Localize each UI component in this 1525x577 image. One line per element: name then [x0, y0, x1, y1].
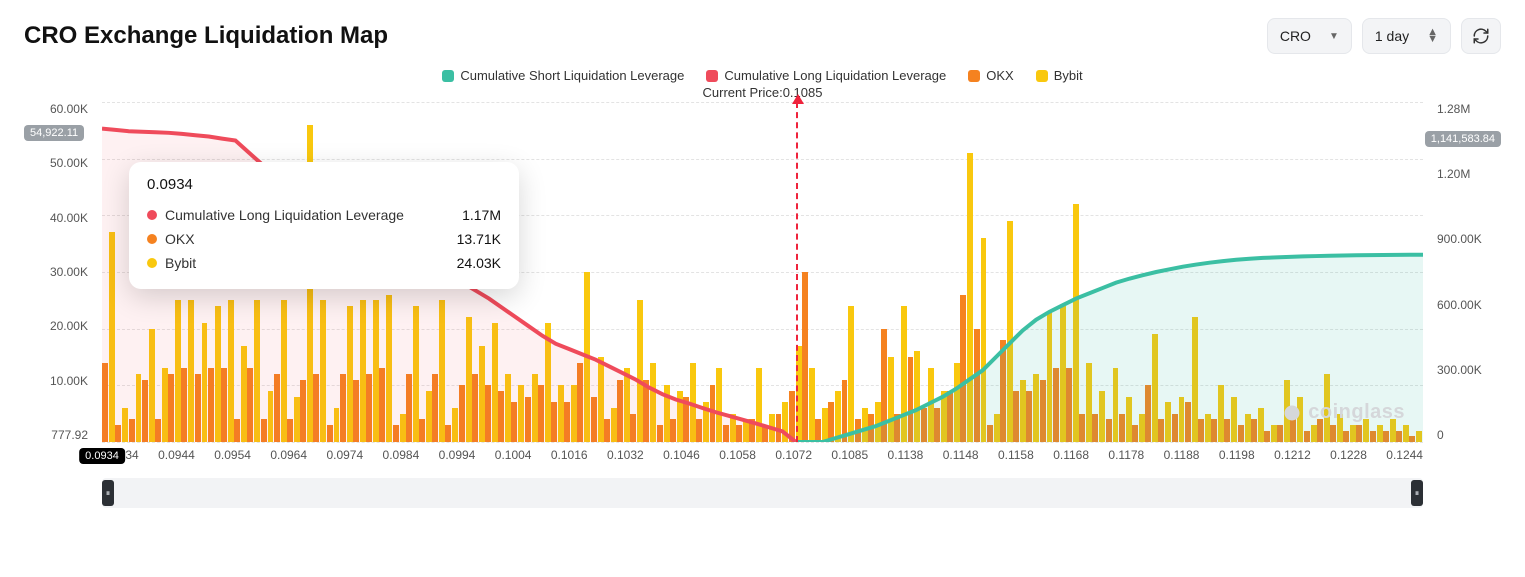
x-tick: 0.0944: [158, 448, 195, 462]
current-price-label: Current Price:0.1085: [0, 85, 1525, 102]
asset-select[interactable]: CRO ▼: [1267, 18, 1352, 54]
x-tick: 0.1032: [607, 448, 644, 462]
x-tick: 0.1168: [1053, 448, 1089, 462]
tooltip-row: OKX13.71K: [147, 227, 501, 251]
tooltip-series-name: Cumulative Long Liquidation Leverage: [165, 207, 462, 223]
scrubber-handle-left[interactable]: [102, 480, 114, 506]
tooltip-dot: [147, 234, 157, 244]
y-right-tick: 0: [1429, 428, 1444, 442]
y-left-tick: 60.00K: [50, 102, 96, 116]
page-title: CRO Exchange Liquidation Map: [24, 22, 1257, 50]
tooltip-series-value: 1.17M: [462, 207, 501, 223]
y-right-tick: 900.00K: [1429, 232, 1482, 246]
tooltip-dot: [147, 258, 157, 268]
tooltip-row: Bybit24.03K: [147, 251, 501, 275]
x-axis: 0.0934 0.0944 0.0954 0.0964 0.0974 0.0984 0.09…: [24, 448, 1501, 462]
watermark-icon: [1282, 403, 1302, 423]
x-tick: 0.1188: [1164, 448, 1200, 462]
refresh-button[interactable]: [1461, 18, 1501, 54]
tooltip-series-name: OKX: [165, 231, 457, 247]
y-right-tick: 1.20M: [1429, 167, 1470, 181]
legend-item[interactable]: OKX: [968, 68, 1013, 83]
x-tick: 0.1138: [888, 448, 924, 462]
current-price-line: [796, 102, 798, 442]
x-tick: 0.1228: [1330, 448, 1367, 462]
tooltip: 0.0934 Cumulative Long Liquidation Lever…: [129, 162, 519, 289]
legend-label: Cumulative Short Liquidation Leverage: [460, 68, 684, 83]
refresh-icon: [1472, 27, 1490, 45]
legend-swatch: [442, 70, 454, 82]
chart-area[interactable]: 60.00K 50.00K 40.00K 30.00K 20.00K 10.00K 777.…: [24, 102, 1501, 442]
x-tick: 0.0954: [214, 448, 251, 462]
legend-label: Bybit: [1054, 68, 1083, 83]
y-left-tick: 50.00K: [50, 156, 96, 170]
range-scrubber[interactable]: [102, 478, 1423, 508]
legend-item[interactable]: Bybit: [1036, 68, 1083, 83]
y-left-tick: 777.92: [51, 428, 96, 442]
y-right-tick: 600.00K: [1429, 298, 1482, 312]
scrubber-handle-right[interactable]: [1411, 480, 1423, 506]
chevron-down-icon: ▼: [1329, 31, 1339, 42]
tooltip-title: 0.0934: [147, 176, 501, 193]
x-tick: 0.1058: [719, 448, 756, 462]
legend-label: Cumulative Long Liquidation Leverage: [724, 68, 946, 83]
y-axis-right: 1.28M 1.20M 900.00K 600.00K 300.00K 0: [1429, 102, 1501, 442]
x-tick: 0.1244: [1386, 448, 1423, 462]
tooltip-series-value: 24.03K: [457, 255, 501, 271]
legend-label: OKX: [986, 68, 1013, 83]
x-tick: 0.1212: [1274, 448, 1311, 462]
arrow-up-icon: [792, 94, 804, 104]
y-right-tick: 300.00K: [1429, 363, 1482, 377]
x-tick: 0.0984: [383, 448, 420, 462]
legend-item[interactable]: Cumulative Short Liquidation Leverage: [442, 68, 684, 83]
x-tick: 0.1016: [551, 448, 588, 462]
tooltip-dot: [147, 210, 157, 220]
x-tick: 0.0974: [326, 448, 363, 462]
x-tick: 0.0964: [270, 448, 307, 462]
y-right-tick: 1.28M: [1429, 102, 1470, 116]
x-tick: 0.1085: [831, 448, 868, 462]
legend: Cumulative Short Liquidation Leverage Cum…: [0, 62, 1525, 85]
x-tick: 0.1178: [1108, 448, 1144, 462]
range-select-label: 1 day: [1375, 28, 1409, 44]
tooltip-series-name: Bybit: [165, 255, 457, 271]
y-left-tick: 20.00K: [50, 319, 96, 333]
x-tick: 0.0994: [439, 448, 476, 462]
y-left-tick: 40.00K: [50, 211, 96, 225]
x-tick: 0.1004: [495, 448, 532, 462]
x-tick: 0.1046: [663, 448, 700, 462]
legend-item[interactable]: Cumulative Long Liquidation Leverage: [706, 68, 946, 83]
x-highlight-badge: 0.0934: [79, 448, 125, 464]
x-tick: 0.1148: [943, 448, 979, 462]
y-left-badge: 54,922.11: [24, 125, 84, 141]
x-tick: 0.1198: [1219, 448, 1255, 462]
tooltip-series-value: 13.71K: [457, 231, 501, 247]
y-axis-left: 60.00K 50.00K 40.00K 30.00K 20.00K 10.00K 777.…: [24, 102, 96, 442]
watermark: coinglass: [1282, 401, 1405, 424]
y-right-badge: 1,141,583.84: [1425, 131, 1501, 147]
y-left-tick: 30.00K: [50, 265, 96, 279]
y-left-tick: 10.00K: [50, 374, 96, 388]
legend-swatch: [1036, 70, 1048, 82]
asset-select-label: CRO: [1280, 28, 1311, 44]
x-tick: 0.1158: [998, 448, 1034, 462]
legend-swatch: [706, 70, 718, 82]
x-tick: 0.1072: [775, 448, 812, 462]
legend-swatch: [968, 70, 980, 82]
tooltip-row: Cumulative Long Liquidation Leverage1.17…: [147, 203, 501, 227]
range-select[interactable]: 1 day ▲▼: [1362, 18, 1451, 54]
sort-icon: ▲▼: [1427, 29, 1438, 43]
